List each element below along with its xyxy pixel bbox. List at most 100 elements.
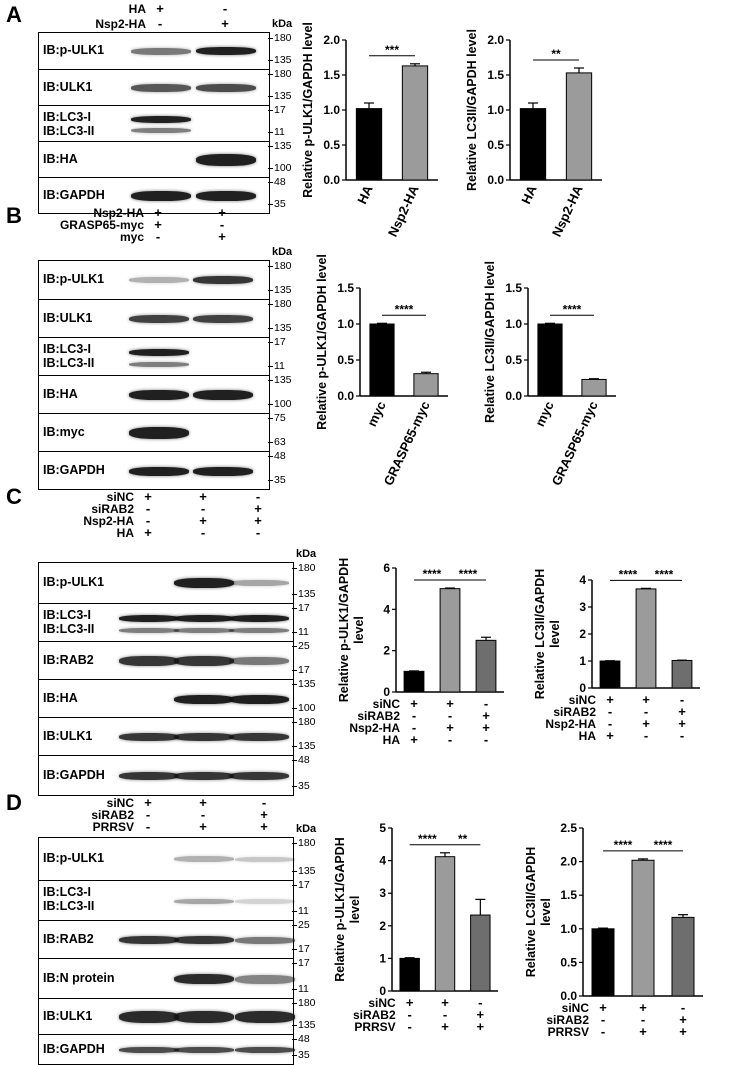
- protein-band: [174, 772, 234, 780]
- condition-sign: +: [410, 732, 418, 747]
- antibody-label: IB:HA: [43, 387, 78, 401]
- marker-label: 135: [298, 865, 316, 877]
- condition-sign: -: [681, 1000, 685, 1015]
- y-tick-label: 4: [579, 573, 586, 587]
- blot-strip: IB:LC3-I IB:LC3-II: [39, 880, 295, 921]
- blot-strip: IB:p-ULK1: [39, 261, 269, 299]
- kda-label: kDa: [296, 823, 317, 835]
- condition-sign: +: [199, 489, 207, 504]
- condition-sign: +: [156, 1, 164, 16]
- condition-sign: +: [606, 728, 614, 743]
- protein-band: [131, 191, 191, 201]
- bar: [581, 378, 607, 397]
- marker-tick: [268, 168, 273, 169]
- protein-band: [174, 614, 234, 622]
- condition-sign: -: [412, 708, 416, 723]
- blot-strip: IB:myc: [39, 413, 269, 452]
- y-tick-label: 0: [383, 685, 390, 699]
- y-tick-label: 4: [383, 602, 390, 616]
- condition-sign: -: [484, 696, 488, 711]
- marker-label: 11: [298, 905, 309, 917]
- antibody-label: IB:p-ULK1: [43, 43, 105, 57]
- bar: [413, 373, 439, 397]
- protein-band: [235, 974, 295, 984]
- condition-sign: -: [200, 525, 206, 540]
- marker-label: 17: [274, 104, 286, 116]
- antibody-label: IB:N protein: [43, 971, 115, 985]
- y-tick-label: 1.0: [505, 317, 522, 331]
- antibody-label: IB:ULK1: [43, 311, 93, 325]
- protein-band: [174, 578, 234, 588]
- protein-band: [129, 390, 189, 400]
- marker-label: 135: [274, 374, 292, 386]
- x-tick-label: myc: [532, 399, 557, 429]
- y-tick-label: 2: [383, 644, 390, 658]
- y-axis-label-line: Relative LC3II/GAPDH: [533, 569, 547, 700]
- antibody-label: IB:LC3-I IB:LC3-II: [43, 110, 95, 138]
- blot-strip: IB:ULK1: [39, 998, 295, 1035]
- protein-band: [131, 128, 191, 134]
- condition-label: siRAB2: [91, 808, 134, 822]
- bar: [537, 323, 563, 397]
- condition-sign: -: [680, 692, 684, 707]
- y-tick-label: 0: [379, 984, 386, 998]
- y-axis-label-line: level: [348, 896, 362, 924]
- protein-band: [229, 772, 289, 780]
- condition-sign: +: [260, 807, 268, 822]
- y-tick-label: 5: [379, 821, 386, 835]
- protein-band: [131, 116, 191, 124]
- marker-tick: [268, 74, 273, 75]
- marker-tick: [268, 290, 273, 291]
- condition-sign: +: [218, 229, 226, 244]
- condition-label: Nsp2-HA: [95, 17, 146, 31]
- condition-sign: -: [608, 716, 612, 731]
- y-axis-label-line: Relative LC3II/GAPDH level: [465, 29, 479, 191]
- y-tick-label: 3: [579, 600, 586, 614]
- marker-tick: [268, 110, 273, 111]
- marker-label: 135: [274, 140, 292, 152]
- y-axis-label-line: level: [548, 620, 562, 648]
- condition-sign: +: [678, 716, 686, 731]
- y-axis-label: Relative LC3II/GAPDH level: [483, 261, 497, 423]
- marker-tick: [292, 1055, 297, 1056]
- marker-tick: [292, 1039, 297, 1040]
- condition-label: Nsp2-HA: [545, 717, 596, 731]
- y-tick-label: 1.0: [337, 317, 354, 331]
- western-blot: IB:p-ULK1 IB:ULK1 IB:LC3-I IB:LC3-II IB:HA I…: [38, 32, 270, 214]
- condition-sign: +: [199, 819, 207, 834]
- marker-tick: [292, 925, 297, 926]
- condition-sign: -: [478, 995, 482, 1010]
- protein-band: [119, 656, 179, 666]
- y-tick-label: 1.0: [323, 103, 340, 117]
- condition-sign: -: [145, 807, 151, 822]
- antibody-label: IB:p-ULK1: [43, 272, 105, 286]
- condition-sign: +: [477, 1019, 485, 1034]
- protein-band: [193, 276, 253, 284]
- marker-label: 17: [298, 943, 310, 955]
- antibody-label: IB:ULK1: [43, 729, 93, 743]
- condition-sign: +: [144, 489, 152, 504]
- marker-tick: [268, 146, 273, 147]
- protein-band: [174, 898, 234, 904]
- condition-label: Nsp2-HA: [83, 514, 134, 528]
- marker-tick: [292, 843, 297, 844]
- condition-sign: -: [680, 728, 684, 743]
- y-tick-label: 1.5: [337, 281, 354, 295]
- x-tick-label: HA: [518, 182, 540, 206]
- protein-band: [129, 466, 189, 476]
- blot-strip: IB:HA: [39, 375, 269, 414]
- marker-label: 180: [298, 837, 316, 849]
- condition-sign: -: [601, 1024, 605, 1039]
- bar-chart-d-2: 0.0 0.5 1.0 1.5 2.0 2.5 Relative LC3II/GAPDHle…: [524, 821, 703, 1039]
- kda-label: kDa: [272, 246, 293, 258]
- marker-label: 135: [298, 740, 316, 752]
- marker-tick: [268, 456, 273, 457]
- panel-label: D: [6, 790, 22, 815]
- marker-label: 135: [274, 54, 292, 66]
- y-axis-label: Relative p-ULK1/GAPDH level: [301, 22, 315, 198]
- condition-sign: +: [218, 205, 226, 220]
- protein-band: [235, 936, 295, 944]
- y-tick-label: 0.0: [560, 989, 577, 1003]
